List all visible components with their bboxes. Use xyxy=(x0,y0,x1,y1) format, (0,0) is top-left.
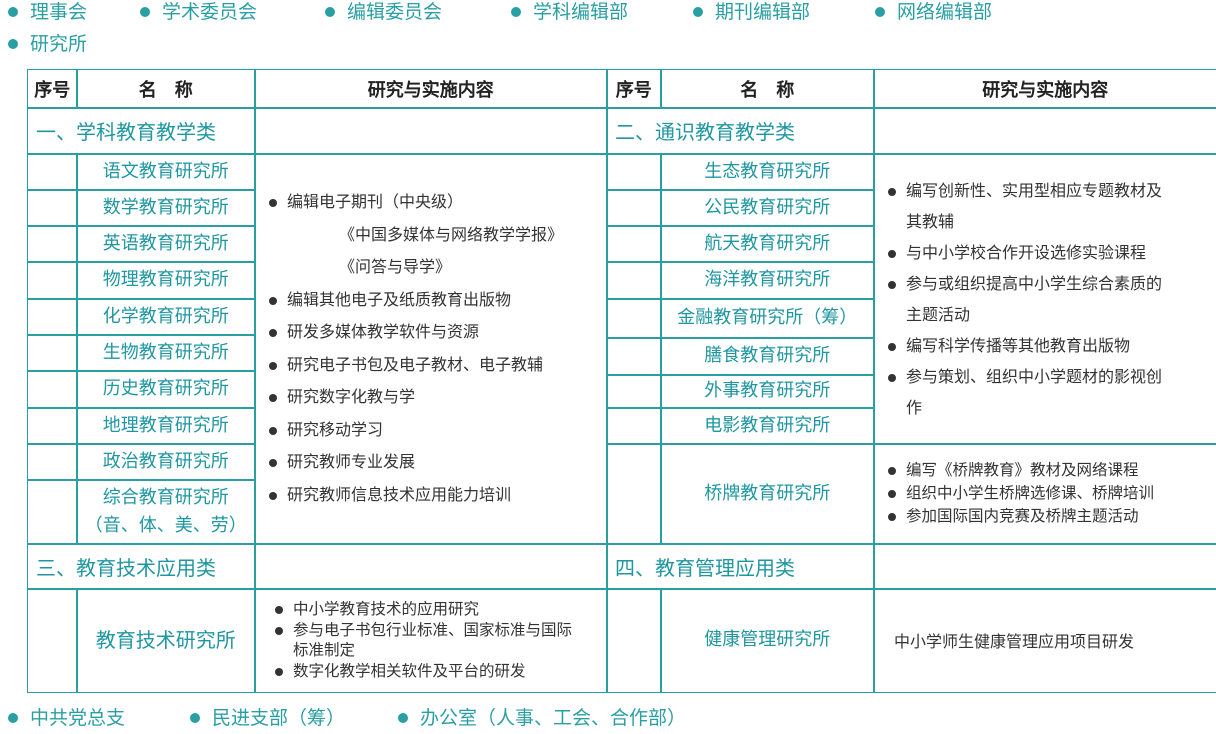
empty-cell xyxy=(606,298,662,339)
empty-cell xyxy=(27,298,78,336)
sub-item: 《中国多媒体与网络教学学报》 xyxy=(339,224,564,244)
footer-item: 办公室（人事、工会、合作部） xyxy=(398,707,686,729)
institute-name: 语文教育研究所 xyxy=(76,153,256,191)
bullet-item: 研究移动学习 xyxy=(269,414,383,447)
empty-cell xyxy=(27,261,78,300)
nav-item: 学术委员会 xyxy=(140,1,257,23)
nav-item: 理事会 xyxy=(8,1,87,23)
bullet-item: 参与或组织提高中小学生综合素质的主题活动 xyxy=(888,268,1177,330)
empty-cell xyxy=(606,443,662,545)
institute-name: 生态教育研究所 xyxy=(660,153,875,191)
empty-cell xyxy=(606,374,662,409)
footer-item: 中共党总支 xyxy=(8,707,125,729)
empty-cell xyxy=(27,370,78,409)
empty-cell xyxy=(873,107,1216,155)
bullet-item: 与中小学校合作开设选修实验课程 xyxy=(888,237,1146,268)
institute-name: 数学教育研究所 xyxy=(76,189,256,227)
empty-cell xyxy=(606,261,662,300)
empty-cell xyxy=(606,153,662,191)
content-cell: 编写《桥牌教育》教材及网络课程 组织中小学生桥牌选修课、桥牌培训 参加国际国内竞赛及… xyxy=(873,443,1216,545)
bullet-item: 编写科学传播等其他教育出版物 xyxy=(888,330,1130,361)
empty-cell xyxy=(254,543,608,590)
empty-cell xyxy=(254,107,608,155)
bullet-item: 研究电子书包及电子教材、电子教辅 xyxy=(269,349,543,382)
section-title: 一、学科教育教学类 xyxy=(27,107,256,155)
empty-cell xyxy=(27,588,78,693)
empty-cell xyxy=(606,337,662,376)
empty-cell xyxy=(606,225,662,263)
bullet-item: 研究教师信息技术应用能力培训 xyxy=(269,479,511,512)
institute-name: 教育技术研究所 xyxy=(76,588,256,693)
sub-item: 《问答与导学》 xyxy=(339,257,452,277)
empty-cell xyxy=(27,479,78,545)
bullet-item: 参与策划、组织中小学题材的影视创作 xyxy=(888,361,1177,423)
empty-cell xyxy=(606,407,662,445)
empty-cell xyxy=(27,334,78,372)
institute-name: 桥牌教育研究所 xyxy=(660,443,875,545)
content-cell: 中小学师生健康管理应用项目研发 xyxy=(873,588,1216,693)
institute-name: 金融教育研究所（筹） xyxy=(660,298,875,339)
header-cell: 名 称 xyxy=(76,69,256,109)
header-cell: 研究与实施内容 xyxy=(873,69,1216,109)
nav-item: 研究所 xyxy=(8,33,87,55)
bullet-item: 研究教师专业发展 xyxy=(269,446,415,479)
institute-name: 政治教育研究所 xyxy=(76,443,256,481)
bullet-item: 组织中小学生桥牌选修课、桥牌培训 xyxy=(888,482,1154,505)
bullet-item: 编辑其他电子及纸质教育出版物 xyxy=(269,284,511,317)
bullet-item: 编写《桥牌教育》教材及网络课程 xyxy=(888,459,1139,482)
section-title: 四、教育管理应用类 xyxy=(606,543,875,590)
header-cell: 序号 xyxy=(606,69,662,109)
nav-item: 期刊编辑部 xyxy=(693,1,810,23)
footer-item: 民进支部（筹） xyxy=(190,707,345,729)
bullet-item: 参与电子书包行业标准、国家标准与国际标准制定 xyxy=(275,620,587,661)
institute-name: 生物教育研究所 xyxy=(76,334,256,372)
content-cell: 编写创新性、实用型相应专题教材及其教辅 与中小学校合作开设选修实验课程 参与或组织提… xyxy=(873,153,1216,445)
institute-name: 海洋教育研究所 xyxy=(660,261,875,300)
institute-name: 英语教育研究所 xyxy=(76,225,256,263)
institute-name: 膳食教育研究所 xyxy=(660,337,875,376)
bullet-item: 编写创新性、实用型相应专题教材及其教辅 xyxy=(888,175,1177,237)
nav-item: 网络编辑部 xyxy=(875,1,992,23)
section-title: 二、通识教育教学类 xyxy=(606,107,875,155)
header-cell: 研究与实施内容 xyxy=(254,69,608,109)
bullet-item: 编辑电子期刊（中央级） xyxy=(269,186,463,219)
empty-cell xyxy=(873,543,1216,590)
bullet-item: 参加国际国内竞赛及桥牌主题活动 xyxy=(888,505,1139,528)
section-title: 三、教育技术应用类 xyxy=(27,543,256,590)
empty-cell xyxy=(27,225,78,263)
institute-name: 外事教育研究所 xyxy=(660,374,875,409)
empty-cell xyxy=(27,153,78,191)
empty-cell xyxy=(606,588,662,693)
bullet-item: 研究数字化教与学 xyxy=(269,381,415,414)
header-cell: 名 称 xyxy=(660,69,875,109)
bullet-item: 中小学教育技术的应用研究 xyxy=(275,599,479,620)
bullet-item: 数字化教学相关软件及平台的研发 xyxy=(275,661,526,682)
institute-name: 化学教育研究所 xyxy=(76,298,256,336)
institute-name: 物理教育研究所 xyxy=(76,261,256,300)
bullet-item: 研发多媒体教学软件与资源 xyxy=(269,316,479,349)
empty-cell xyxy=(606,189,662,227)
institute-name: 健康管理研究所 xyxy=(660,588,875,693)
header-cell: 序号 xyxy=(27,69,78,109)
institute-name: 电影教育研究所 xyxy=(660,407,875,445)
institute-name: 历史教育研究所 xyxy=(76,370,256,409)
institute-name: 地理教育研究所 xyxy=(76,407,256,445)
empty-cell xyxy=(27,407,78,445)
institute-name: 航天教育研究所 xyxy=(660,225,875,263)
institute-name: 综合教育研究所 （音、体、美、劳） xyxy=(76,479,256,545)
content-cell: 编辑电子期刊（中央级） 《中国多媒体与网络教学学报》 《问答与导学》编辑其他电子及纸… xyxy=(254,153,608,545)
content-cell: 中小学教育技术的应用研究 参与电子书包行业标准、国家标准与国际标准制定 数字化教学相… xyxy=(254,588,608,693)
nav-item: 学科编辑部 xyxy=(511,1,628,23)
institute-name: 公民教育研究所 xyxy=(660,189,875,227)
nav-item: 编辑委员会 xyxy=(325,1,442,23)
empty-cell xyxy=(27,443,78,481)
empty-cell xyxy=(27,189,78,227)
